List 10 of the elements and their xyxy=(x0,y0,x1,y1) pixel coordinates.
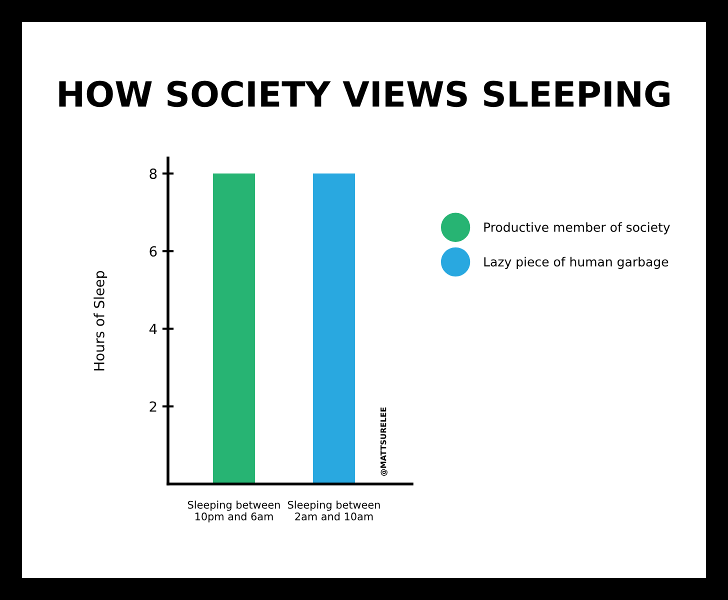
y-tick-label: 2 xyxy=(150,401,156,412)
x-tick-label: Sleeping between 10pm and 6am xyxy=(188,500,280,522)
x-tick-label: Sleeping between 2am and 10am xyxy=(288,500,380,520)
chart-title: HOW SOCIETY VIEWS SLEEPING xyxy=(59,80,670,108)
legend-label: Productive member of society xyxy=(484,222,670,234)
y-tick-label: 4 xyxy=(149,324,157,334)
y-tick-label: 8 xyxy=(150,168,157,179)
y-tick-label: 6 xyxy=(150,246,157,257)
legend-label: Lazy piece of human garbage xyxy=(484,256,668,269)
y-axis-title: Hours of Sleep xyxy=(94,271,108,370)
